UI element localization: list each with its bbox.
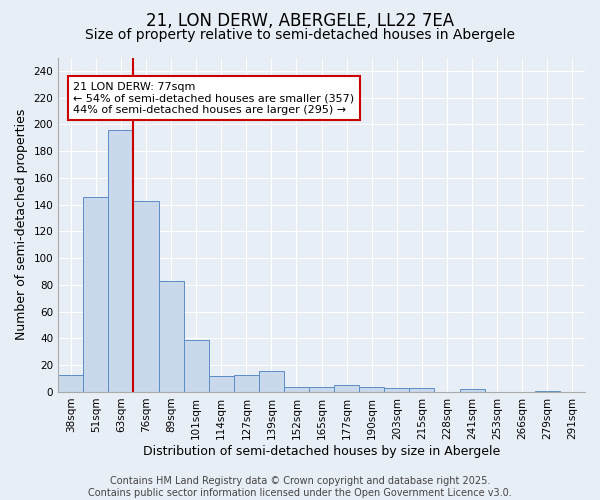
Bar [184, 340, 209, 392]
Bar [133, 200, 158, 392]
Bar [158, 281, 184, 392]
Bar [409, 388, 434, 392]
Bar [234, 374, 259, 392]
Text: Contains HM Land Registry data © Crown copyright and database right 2025.
Contai: Contains HM Land Registry data © Crown c… [88, 476, 512, 498]
Bar [58, 374, 83, 392]
Bar [535, 390, 560, 392]
Text: 21, LON DERW, ABERGELE, LL22 7EA: 21, LON DERW, ABERGELE, LL22 7EA [146, 12, 454, 30]
Bar [109, 130, 133, 392]
Bar [385, 388, 409, 392]
Bar [334, 386, 359, 392]
Bar [209, 376, 234, 392]
Bar [309, 386, 334, 392]
Text: 21 LON DERW: 77sqm
← 54% of semi-detached houses are smaller (357)
44% of semi-d: 21 LON DERW: 77sqm ← 54% of semi-detache… [73, 82, 355, 115]
Text: Size of property relative to semi-detached houses in Abergele: Size of property relative to semi-detach… [85, 28, 515, 42]
Y-axis label: Number of semi-detached properties: Number of semi-detached properties [15, 109, 28, 340]
Bar [83, 196, 109, 392]
X-axis label: Distribution of semi-detached houses by size in Abergele: Distribution of semi-detached houses by … [143, 444, 500, 458]
Bar [460, 390, 485, 392]
Bar [359, 386, 385, 392]
Bar [284, 386, 309, 392]
Bar [259, 370, 284, 392]
